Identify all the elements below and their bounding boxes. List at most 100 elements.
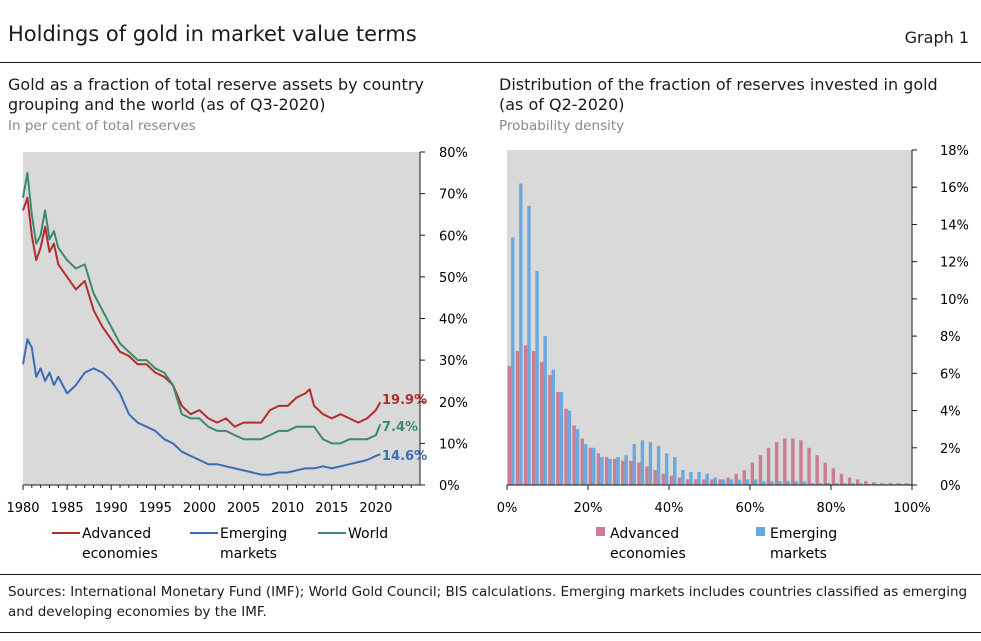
series-line-0 [22,196,382,428]
histogram-bar [802,481,807,485]
histogram-bar [519,183,523,485]
histogram-bar [632,444,636,485]
footnote-line2: and developing economies by the IMF. [8,604,267,620]
left-title-line1: Gold as a fraction of total reserve asse… [8,75,424,94]
histogram-bar [815,455,819,485]
histogram-bar [645,466,649,485]
histogram-bar [511,237,515,485]
histogram-bar [693,479,698,485]
legend-label: markets [220,546,277,562]
histogram-bar [629,460,633,485]
histogram-bar [888,483,892,485]
histogram-bar [786,481,790,485]
histogram-bar [515,351,520,485]
histogram-bar [729,479,734,485]
histogram-bar [745,479,750,485]
footnote: Sources: International Monetary Fund (IM… [8,582,973,622]
histogram-bar [621,460,625,485]
histogram-bar [592,447,596,485]
histogram-bar [734,473,738,485]
histogram-bar [864,481,868,485]
histogram-bar [567,410,572,485]
histogram-bar [572,425,576,485]
histogram-bar [896,483,900,485]
histogram-bar [742,470,746,485]
histogram-bar [637,462,641,485]
histogram-bar [648,442,653,485]
histogram-bar [527,205,531,485]
legend-label: World [348,526,388,542]
y-tick-label: 70% [439,188,468,203]
right-title-line1: Distribution of the fraction of reserves… [499,75,938,94]
y-tick-label: 20% [439,396,468,411]
histogram-bar [689,471,693,485]
y-tick-label: 60% [439,229,468,244]
y-tick-label: 40% [439,313,468,328]
y-tick-label: 8% [940,330,961,345]
legend-label: economies [82,546,158,562]
histogram-bar [551,369,555,485]
y-tick-label: 18% [940,144,969,159]
y-tick-label: 6% [940,367,961,382]
histogram-bar [697,471,701,485]
y-tick-label: 10% [439,437,468,452]
histogram-bar [750,462,755,485]
legend-label: Advanced [82,526,151,542]
histogram-bar [681,470,685,485]
histogram-bar [794,481,798,485]
x-tick-label: 1990 [95,501,128,516]
histogram-bar [839,473,844,485]
x-tick-label: 100% [893,501,930,516]
histogram-bar [673,457,677,485]
histogram-bar [612,458,617,485]
histogram-bar [702,479,706,485]
legend-label: economies [610,546,686,562]
histogram-bar [843,483,847,485]
histogram-bar [664,453,669,485]
histogram-bar [826,483,831,485]
histogram-bar [543,336,547,485]
y-tick-label: 30% [439,354,468,369]
y-tick-label: 4% [940,405,961,420]
histogram-bar [669,475,674,485]
x-tick-label: 1985 [51,501,84,516]
bottom-divider [0,632,981,633]
histogram-bar [791,438,795,485]
histogram-bar [835,483,839,485]
histogram-bar [851,483,855,485]
page-title: Holdings of gold in market value terms [8,22,417,46]
histogram-bar [523,345,528,485]
histogram-bar [855,479,860,485]
y-tick-label: 10% [940,293,969,308]
right-title-line2: (as of Q2-2020) [499,95,625,114]
histogram-bar [653,470,657,485]
histogram-bar [758,455,763,485]
histogram-bar [762,481,766,485]
histogram-bar [535,270,539,485]
histogram-bar [548,375,552,485]
histogram-bar [818,483,823,485]
x-tick-label: 2010 [271,501,304,516]
histogram-bar [799,440,803,485]
y-tick-label: 14% [940,218,969,233]
right-panel-title: Distribution of the fraction of reserves… [499,75,938,115]
histogram-bar [904,483,908,485]
histogram-bar [583,444,588,485]
histogram-bar [559,391,564,485]
graph-label: Graph 1 [904,28,969,47]
left-panel-title: Gold as a fraction of total reserve asse… [8,75,424,115]
histogram-bar [766,447,771,485]
y-tick-label: 80% [439,146,468,161]
x-tick-label: 0% [497,501,518,516]
histogram-bar [810,483,815,485]
y-tick-label: 0% [940,479,961,494]
footnote-line1: Sources: International Monetary Fund (IM… [8,584,968,600]
legend-swatch [596,527,605,536]
histogram-bar [616,457,620,485]
histogram-bar [705,473,709,485]
histogram-bar [531,351,536,485]
histogram-bar [774,442,779,485]
x-tick-label: 1980 [6,501,39,516]
x-tick-label: 2015 [315,501,348,516]
histogram-bar [608,458,612,485]
